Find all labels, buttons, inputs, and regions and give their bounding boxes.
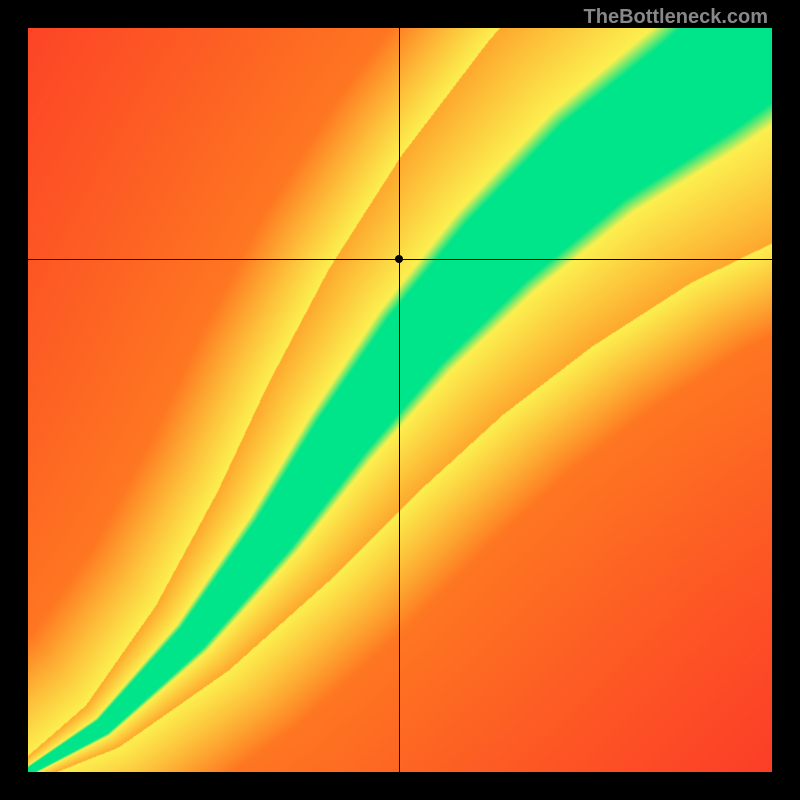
heatmap-chart: [28, 28, 772, 772]
crosshair-marker: [395, 255, 403, 263]
heatmap-canvas: [28, 28, 772, 772]
crosshair-vertical: [399, 28, 400, 772]
watermark-text: TheBottleneck.com: [584, 6, 768, 29]
